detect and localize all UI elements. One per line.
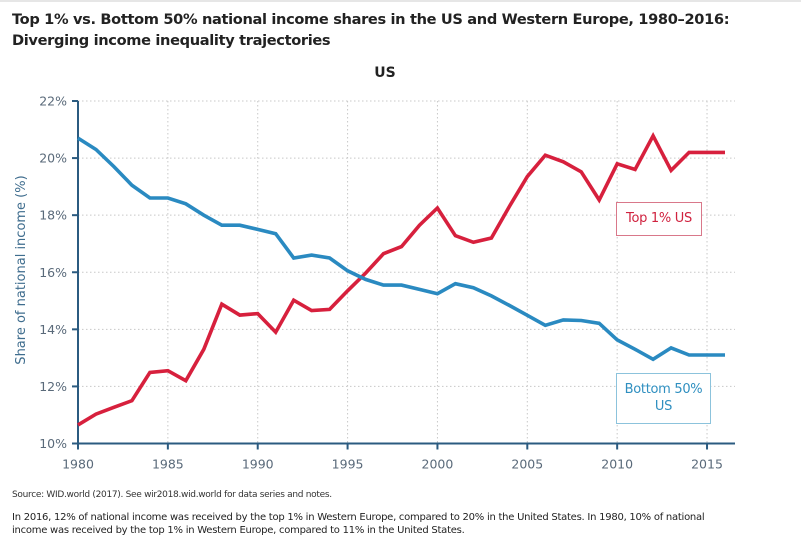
x-tick-label: 1995 — [332, 457, 364, 472]
x-tick-label: 1980 — [62, 457, 94, 472]
figure-title: Top 1% vs. Bottom 50% national income sh… — [12, 9, 792, 51]
y-tick-label: 22% — [39, 94, 67, 109]
y-axis-ticks: 10% 12% 14% 16% 18% 20% 22% — [39, 94, 78, 451]
y-tick-label: 14% — [39, 322, 67, 337]
x-tick-label: 1990 — [242, 457, 274, 472]
top-rule — [0, 0, 801, 2]
x-axis-ticks: 1980 1985 1990 1995 2000 2005 2010 2015 — [62, 443, 723, 472]
x-tick-label: 2010 — [601, 457, 633, 472]
series-line-bottom-50-us — [77, 136, 725, 362]
x-tick-label: 1985 — [152, 457, 184, 472]
y-tick-label: 20% — [39, 151, 67, 166]
x-tick-label: 2000 — [422, 457, 454, 472]
figure-title-line-1: Top 1% vs. Bottom 50% national income sh… — [12, 11, 730, 28]
source-note: Source: WID.world (2017). See wir2018.wi… — [12, 490, 332, 500]
y-tick-label: 18% — [39, 208, 67, 223]
legend-label-top1-text: Top 1% US — [626, 211, 692, 226]
x-tick-label: 2005 — [511, 457, 543, 472]
legend-label-top1-us: Top 1% US — [616, 202, 702, 236]
y-tick-label: 12% — [39, 379, 67, 394]
legend-label-bottom50-us: Bottom 50% US — [616, 373, 711, 424]
chart-title: US — [374, 65, 396, 81]
y-tick-label: 16% — [39, 265, 67, 280]
caption-line-2: income was received by the top 1% in Wes… — [12, 525, 465, 536]
caption-line-1: In 2016, 12% of national income was rece… — [12, 512, 705, 523]
y-tick-label: 10% — [39, 436, 67, 451]
figure-title-line-2: Diverging income inequality trajectories — [12, 32, 331, 49]
legend-label-bottom50-line1: Bottom 50% — [624, 382, 703, 397]
y-axis-label: Share of national income (%) — [14, 175, 29, 364]
x-tick-label: 2015 — [691, 457, 723, 472]
caption-note: In 2016, 12% of national income was rece… — [12, 511, 792, 537]
series-lines — [77, 131, 725, 427]
legend-label-bottom50-line2: US — [654, 399, 673, 414]
series-line-top-1-us — [77, 131, 725, 427]
